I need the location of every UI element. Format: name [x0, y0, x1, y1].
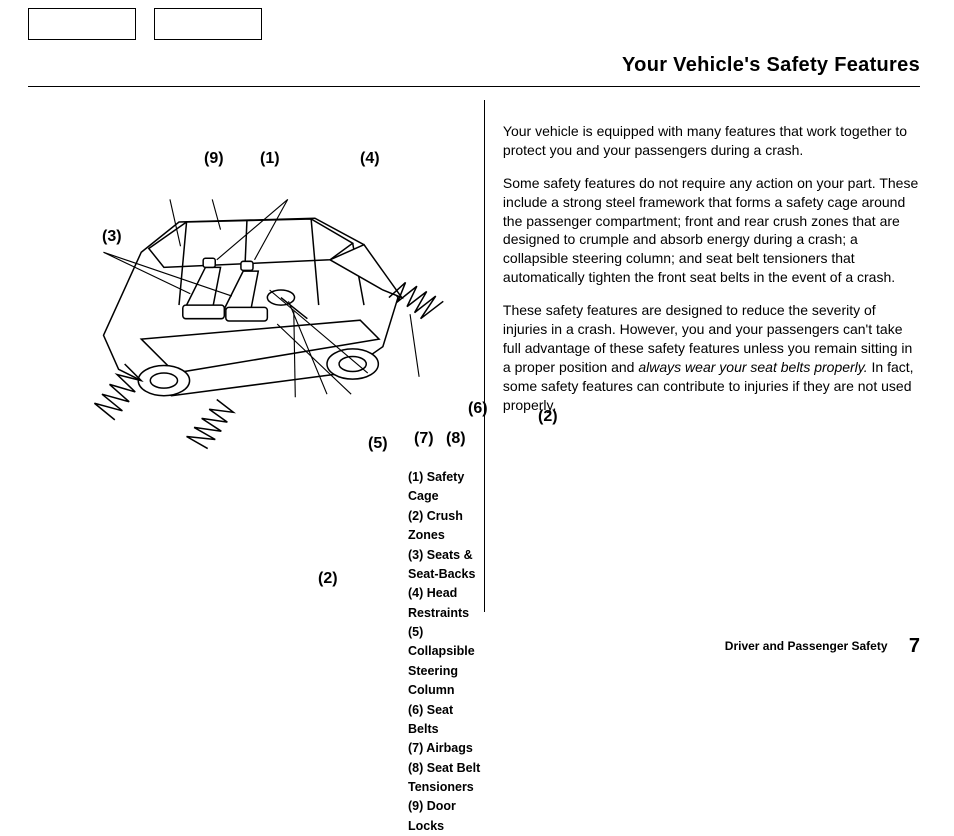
body-para-1: Your vehicle is equipped with many featu… [503, 122, 920, 160]
legend: (1) Safety Cage (2) Crush Zones (3) Seat… [408, 468, 484, 836]
page-number: 7 [909, 635, 920, 657]
top-nav-boxes [28, 8, 262, 40]
diagram-column: (9) (1) (4) (3) (5) (6) (7) (8) (2) [28, 100, 485, 612]
body-text-column: Your vehicle is equipped with many featu… [485, 100, 920, 612]
legend-item-9: (9) Door Locks [408, 797, 484, 836]
legend-item-8: (8) Seat Belt Tensioners [408, 759, 484, 798]
body-para-3b-italic: always wear your seat belts properly. [638, 359, 867, 375]
nav-box-1[interactable] [28, 8, 136, 40]
legend-item-3: (3) Seats & Seat-Backs [408, 546, 484, 585]
callout-6: (6) [468, 400, 488, 418]
vehicle-diagram: (9) (1) (4) (3) (5) (6) (7) (8) (2) [28, 100, 466, 480]
header-rule [28, 86, 920, 87]
body-para-2: Some safety features do not require any … [503, 174, 920, 287]
body-para-3: These safety features are designed to re… [503, 301, 920, 414]
legend-item-4: (4) Head Restraints [408, 584, 484, 623]
footer: Driver and Passenger Safety 7 [725, 635, 920, 658]
legend-item-1: (1) Safety Cage [408, 468, 484, 507]
legend-item-6: (6) Seat Belts [408, 701, 484, 740]
callout-2a: (2) [538, 408, 558, 426]
legend-item-2: (2) Crush Zones [408, 507, 484, 546]
legend-item-5: (5) Collapsible Steering Column [408, 623, 484, 701]
nav-box-2[interactable] [154, 8, 262, 40]
content-area: (9) (1) (4) (3) (5) (6) (7) (8) (2) [28, 100, 920, 612]
callout-2b: (2) [318, 570, 338, 588]
page-title: Your Vehicle's Safety Features [622, 54, 920, 77]
footer-section: Driver and Passenger Safety [725, 639, 888, 653]
legend-item-7: (7) Airbags [408, 739, 484, 758]
vehicle-svg [28, 100, 466, 480]
